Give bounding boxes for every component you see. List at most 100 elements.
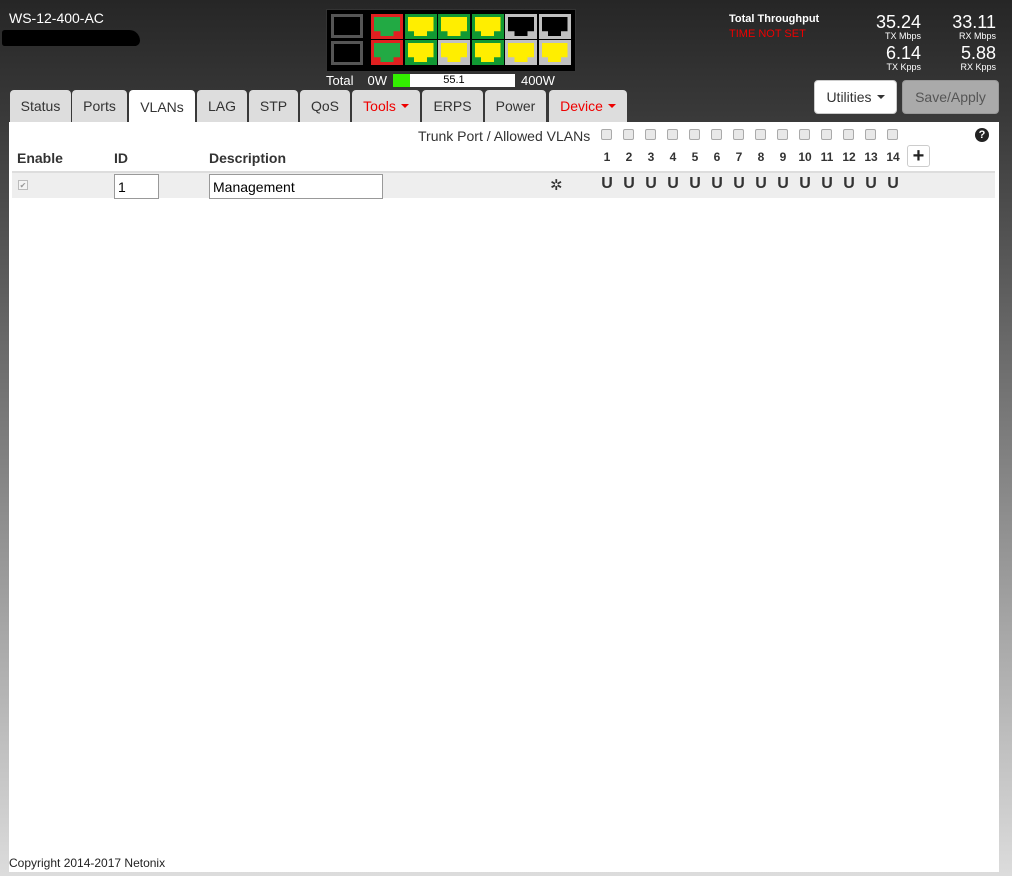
- trunk-port-checkbox[interactable]: [777, 129, 788, 140]
- header-id: ID: [114, 150, 128, 166]
- port-number: 3: [647, 150, 655, 164]
- trunk-port-checkbox[interactable]: [755, 129, 766, 140]
- header-description: Description: [209, 150, 287, 166]
- port-membership[interactable]: U: [711, 175, 723, 192]
- port-number: 4: [669, 150, 677, 164]
- tab-qos[interactable]: QoS: [300, 90, 350, 122]
- trunk-port-checkbox[interactable]: [645, 129, 656, 140]
- tab-status[interactable]: Status: [10, 90, 71, 122]
- tab-power[interactable]: Power: [485, 90, 546, 122]
- power-value: 55.1: [443, 74, 465, 86]
- port-membership[interactable]: U: [799, 175, 811, 192]
- port-membership[interactable]: U: [865, 175, 877, 192]
- port-number: 6: [713, 150, 721, 164]
- time-status: TIME NOT SET: [729, 28, 806, 40]
- port-number: 2: [625, 150, 633, 164]
- ethernet-port[interactable]: [505, 40, 537, 65]
- tab-label: QoS: [310, 98, 339, 114]
- power-max: 400W: [520, 73, 555, 88]
- port-number: 14: [886, 150, 900, 164]
- port-number: 13: [864, 150, 878, 164]
- tab-tools[interactable]: Tools: [352, 90, 420, 122]
- utilities-button[interactable]: Utilities: [814, 80, 897, 114]
- port-panel: [326, 9, 576, 72]
- trunk-port-checkbox[interactable]: [689, 129, 700, 140]
- add-vlan-button[interactable]: +: [907, 145, 930, 167]
- trunk-port-checkbox[interactable]: [865, 129, 876, 140]
- port-membership[interactable]: U: [843, 175, 855, 192]
- tx-kpps-stat: 6.14 TX Kpps: [886, 44, 921, 72]
- tab-ports[interactable]: Ports: [72, 90, 127, 122]
- port-number: 5: [691, 150, 699, 164]
- tab-label: Ports: [83, 98, 116, 114]
- trunk-port-checkbox[interactable]: [667, 129, 678, 140]
- ethernet-port[interactable]: [438, 14, 470, 39]
- trunk-port-checkbox[interactable]: [733, 129, 744, 140]
- trunk-port-checkbox[interactable]: [601, 129, 612, 140]
- ethernet-port[interactable]: [438, 40, 470, 65]
- sfp-port[interactable]: [331, 41, 363, 65]
- tab-label: Device: [560, 98, 603, 114]
- port-membership[interactable]: U: [645, 175, 657, 192]
- port-membership[interactable]: U: [623, 175, 635, 192]
- help-icon[interactable]: ?: [975, 128, 989, 142]
- tx-kpps-label: TX Kpps: [886, 62, 921, 72]
- table-row: ✔ ✲: [12, 171, 995, 199]
- port-membership[interactable]: U: [733, 175, 745, 192]
- gear-icon[interactable]: ✲: [550, 177, 563, 194]
- rx-mbps-stat: 33.11 RX Mbps: [952, 13, 996, 41]
- trunk-port-checkbox[interactable]: [623, 129, 634, 140]
- tx-mbps-value: 35.24: [875, 12, 921, 32]
- port-membership[interactable]: U: [601, 175, 613, 192]
- throughput-title: Total Throughput: [729, 13, 820, 25]
- tab-label: Tools: [363, 98, 396, 114]
- ethernet-port[interactable]: [538, 14, 571, 39]
- rx-mbps-label: RX Mbps: [958, 31, 996, 41]
- header-enable: Enable: [17, 150, 63, 166]
- trunk-port-checkbox[interactable]: [843, 129, 854, 140]
- caret-down-icon: [607, 104, 616, 108]
- ethernet-port[interactable]: [538, 40, 571, 65]
- rx-kpps-stat: 5.88 RX Kpps: [960, 44, 996, 72]
- ethernet-port[interactable]: [404, 40, 437, 65]
- trunk-port-checkbox[interactable]: [799, 129, 810, 140]
- tab-erps[interactable]: ERPS: [422, 90, 483, 122]
- port-membership[interactable]: U: [777, 175, 789, 192]
- trunk-port-checkbox[interactable]: [711, 129, 722, 140]
- port-number: 11: [820, 150, 834, 164]
- power-bar: 55.1: [392, 74, 515, 87]
- port-membership[interactable]: U: [887, 175, 899, 192]
- port-number: 12: [842, 150, 856, 164]
- tab-vlans[interactable]: VLANs: [129, 90, 195, 123]
- enable-checkbox[interactable]: ✔: [18, 180, 28, 190]
- save-apply-button[interactable]: Save/Apply: [902, 80, 999, 114]
- caret-down-icon: [400, 104, 409, 108]
- tab-lag[interactable]: LAG: [197, 90, 247, 122]
- trunk-port-label: Trunk Port / Allowed VLANs: [418, 128, 591, 144]
- tab-device[interactable]: Device: [549, 90, 627, 122]
- ethernet-port[interactable]: [471, 14, 504, 39]
- trunk-port-checkbox[interactable]: [821, 129, 832, 140]
- ethernet-port[interactable]: [471, 40, 504, 65]
- tab-label: ERPS: [433, 98, 472, 114]
- sfp-port[interactable]: [331, 14, 363, 38]
- ethernet-port[interactable]: [371, 40, 403, 65]
- port-number: 8: [757, 150, 765, 164]
- port-membership[interactable]: U: [821, 175, 833, 192]
- utilities-label: Utilities: [826, 89, 872, 105]
- power-min: 0W: [367, 73, 387, 88]
- trunk-port-checkbox[interactable]: [887, 129, 898, 140]
- tab-label: LAG: [207, 98, 236, 114]
- ethernet-port[interactable]: [505, 14, 537, 39]
- ethernet-port[interactable]: [371, 14, 403, 39]
- tab-label: Power: [495, 98, 536, 114]
- tab-stp[interactable]: STP: [249, 90, 298, 122]
- port-membership[interactable]: U: [689, 175, 701, 192]
- ethernet-port[interactable]: [404, 14, 437, 39]
- tab-label: VLANs: [140, 98, 184, 115]
- port-number: 9: [779, 150, 787, 164]
- vlan-id-input[interactable]: [114, 174, 159, 199]
- port-membership[interactable]: U: [667, 175, 679, 192]
- port-membership[interactable]: U: [755, 175, 767, 192]
- vlan-description-input[interactable]: [209, 174, 383, 199]
